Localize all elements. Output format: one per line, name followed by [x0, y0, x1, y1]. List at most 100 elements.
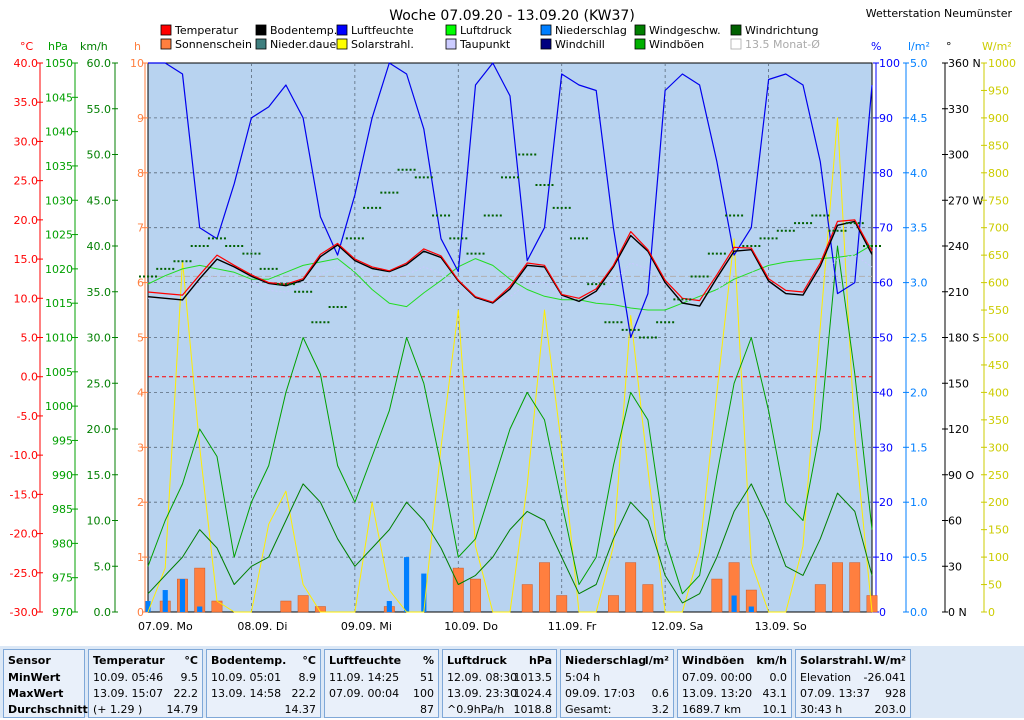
- legend-label: Windchill: [555, 38, 605, 51]
- wind-direction-dot: [319, 321, 322, 324]
- wind-direction-dot: [707, 252, 710, 255]
- summary-table: Sensor MinWert MaxWert Durchschnitt Temperat…: [0, 646, 1024, 718]
- summary-row-value: 3.2: [651, 703, 670, 716]
- summary-header-label: Sensor: [8, 654, 51, 667]
- x-tick-label: 09.09. Mi: [341, 620, 392, 633]
- wind-direction-dot: [664, 321, 667, 324]
- axis-label-sun_hours: 2: [137, 496, 144, 509]
- legend-label: Nieder.dauer: [270, 38, 341, 51]
- legend-swatch: [730, 38, 742, 50]
- wind-direction-dot: [397, 168, 400, 171]
- axis-label-rain: 0.0: [910, 606, 928, 619]
- wind-direction-dot: [302, 290, 305, 293]
- axis-label-temp: -15.0: [10, 488, 38, 501]
- wind-direction-dot: [392, 191, 395, 194]
- summary-row-value: 203.0: [874, 703, 907, 716]
- axis-label-rain: 2.5: [910, 332, 928, 345]
- wind-direction-dot: [349, 237, 352, 240]
- wind-direction-dot: [552, 206, 555, 209]
- wind-direction-dot: [742, 245, 745, 247]
- wind-direction-dot: [828, 229, 831, 232]
- axis-label-wind: 60.0: [87, 57, 112, 70]
- wind-direction-dot: [233, 245, 236, 247]
- wind-direction-dot: [474, 252, 477, 255]
- summary-row-label: MaxWert: [8, 687, 64, 700]
- summary-column: Temperatur °C 10.09. 05:46 9.5 13.09. 15:07 2…: [88, 649, 203, 718]
- legend-swatch: [540, 38, 552, 50]
- legend-swatch: [336, 24, 348, 36]
- summary-column: Luftfeuchte% 11.09. 14:25 51 07.09. 00:04 10…: [324, 649, 439, 718]
- summary-header: Luftdruck hPa: [443, 650, 556, 667]
- wind-direction-dot: [646, 336, 649, 339]
- wind-direction-dot: [168, 267, 171, 270]
- summary-row-label: MinWert: [8, 671, 61, 684]
- wind-direction-dot: [225, 245, 228, 247]
- wind-direction-dot: [267, 267, 270, 270]
- axis-label-humidity: 10: [879, 551, 893, 564]
- wind-direction-dot: [509, 176, 511, 179]
- wind-direction-dot: [654, 336, 657, 339]
- axis-label-pressure: 975: [52, 572, 73, 585]
- axis-label-pressure: 970: [52, 606, 73, 619]
- summary-row: 12.09. 08:30 1013.5: [443, 671, 556, 688]
- wind-direction-dot: [478, 252, 481, 255]
- summary-header: Temperatur °C: [89, 650, 202, 667]
- axis-label-solar: 350: [988, 414, 1009, 427]
- wind-direction-dot: [327, 321, 330, 324]
- wind-direction-dot: [207, 237, 210, 240]
- wind-direction-dot: [784, 229, 787, 232]
- summary-row: 07.09. 13:37 928: [796, 687, 910, 704]
- summary-row-time: 30:43 h: [800, 703, 843, 716]
- summary-row-label: Durchschnitt: [8, 703, 88, 716]
- legend-swatch: [634, 38, 646, 50]
- summary-column: Windböen km/h 07.09. 00:00 0.0 13.09. 13:20 4…: [677, 649, 792, 718]
- summary-header-label: Bodentemp.: [211, 654, 287, 667]
- wind-direction-dot: [656, 321, 659, 324]
- wind-direction-dot: [499, 214, 502, 217]
- legend-swatch: [445, 24, 457, 36]
- wind-direction-dot: [164, 267, 167, 270]
- rain-bar: [731, 595, 737, 612]
- summary-row: 13.09. 14:58 22.2: [207, 687, 320, 704]
- axis-label-sun_hours: 1: [137, 551, 144, 564]
- sunshine-bar: [556, 595, 568, 613]
- wind-direction-dot: [430, 176, 433, 179]
- axis-unit-rain: l/m²: [908, 40, 930, 53]
- wind-direction-dot: [294, 290, 297, 293]
- sunshine-bar: [711, 578, 723, 613]
- wind-direction-dot: [832, 229, 835, 232]
- x-tick-label: 12.09. Sa: [651, 620, 703, 633]
- axis-label-direction: 240: [948, 240, 969, 253]
- wind-direction-dot: [461, 237, 464, 240]
- axis-label-temp: -5.0: [17, 410, 38, 423]
- wind-direction-dot: [767, 237, 770, 240]
- wind-direction-dot: [569, 237, 572, 240]
- wind-direction-dot: [621, 328, 624, 331]
- sunshine-bar: [642, 584, 654, 613]
- wind-direction-dot: [422, 176, 425, 179]
- wind-direction-dot: [650, 336, 653, 339]
- summary-column: Niederschlag l/m² 5:04 h 09.09. 17:03 0.6 Ges…: [560, 649, 674, 718]
- axis-label-wind: 20.0: [87, 423, 112, 436]
- wind-direction-dot: [306, 290, 309, 293]
- summary-row: Gesamt: 3.2: [561, 703, 673, 720]
- wind-direction-dot: [836, 229, 839, 232]
- axis-label-solar: 850: [988, 139, 1009, 152]
- axis-unit-temp: °C: [20, 40, 34, 53]
- wind-direction-dot: [867, 245, 869, 247]
- wind-direction-dot: [689, 298, 692, 301]
- summary-header: Windböen km/h: [678, 650, 791, 667]
- wind-direction-dot: [288, 283, 291, 286]
- wind-direction-dot: [547, 184, 550, 186]
- axis-label-solar: 450: [988, 359, 1009, 372]
- wind-direction-dot: [725, 214, 728, 217]
- summary-row: Durchschnitt: [4, 703, 88, 720]
- axis-label-sun_hours: 6: [137, 277, 144, 290]
- wind-direction-dot: [194, 245, 197, 247]
- legend-swatch: [540, 24, 552, 36]
- wind-direction-dot: [211, 237, 214, 240]
- axis-label-solar: 900: [988, 112, 1009, 125]
- summary-row: 5:04 h: [561, 671, 673, 688]
- wind-direction-dot: [401, 168, 404, 171]
- wind-direction-dot: [315, 321, 318, 324]
